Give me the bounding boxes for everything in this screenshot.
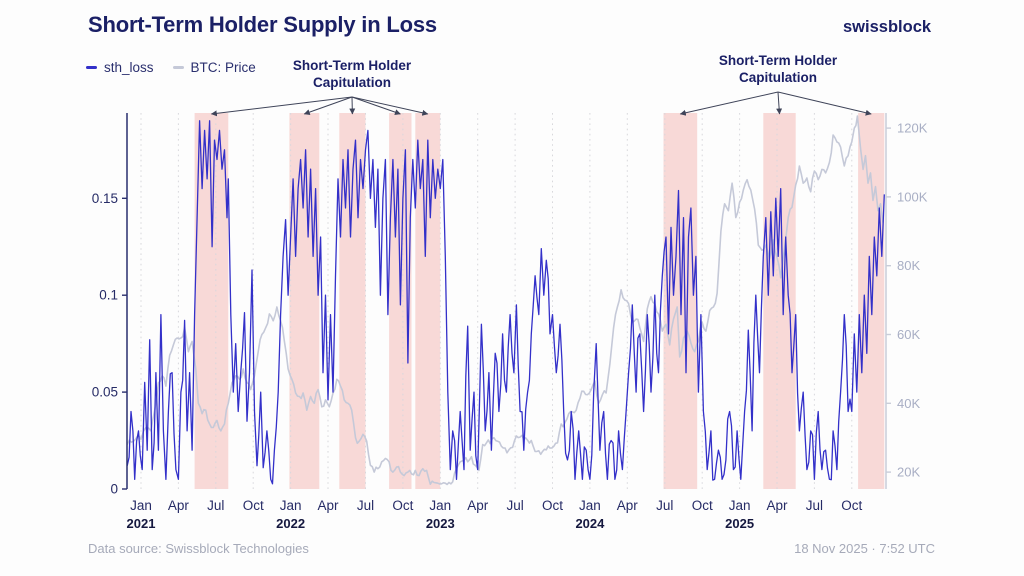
sth-loss-line (126, 120, 885, 485)
x-axis-month-label: Oct (392, 498, 413, 513)
legend-label: BTC: Price (190, 60, 256, 75)
right-axis-label: 80K (897, 258, 920, 273)
x-axis-year-label: 2023 (426, 516, 455, 531)
timestamp: 18 Nov 2025 · 7:52 UTC (794, 541, 935, 556)
x-axis-month-label: Apr (467, 498, 489, 513)
x-axis-year-label: 2022 (276, 516, 305, 531)
x-axis-month-label: Oct (243, 498, 264, 513)
annotation-line: Short-Term Holder (292, 58, 412, 73)
x-axis-month-label: Jul (506, 498, 523, 513)
x-axis-year-label: 2021 (127, 516, 156, 531)
x-axis-month-label: Jul (806, 498, 823, 513)
left-axis-label: 0.15 (92, 191, 118, 206)
annotation-line: Capitulation (313, 75, 391, 90)
x-axis-month-label: Jan (130, 498, 152, 513)
chart-legend: sth_loss BTC: Price (86, 60, 256, 75)
annotation-line: Capitulation (739, 70, 817, 85)
btc-price-line (126, 115, 884, 486)
left-axis-label: 0 (110, 482, 118, 497)
annotation-arrow (777, 91, 872, 116)
annotation-arrow (351, 96, 401, 116)
right-axis-label: 60K (897, 327, 920, 342)
annotation-arrow (351, 96, 429, 116)
x-axis-month-label: Jan (429, 498, 451, 513)
annotation-arrow (210, 96, 353, 117)
annotation-line: Short-Term Holder (718, 53, 838, 68)
annotation-arrow (303, 96, 353, 115)
x-axis-year-label: 2024 (575, 516, 605, 531)
annotation-arrow (776, 91, 783, 115)
data-source-note: Data source: Swissblock Technologies (88, 541, 309, 556)
legend-item-sth-loss: sth_loss (86, 60, 154, 75)
x-axis-month-label: Jul (207, 498, 224, 513)
right-axis-label: 120K (897, 121, 928, 136)
brand-logo: swissblock (843, 18, 932, 36)
capitulation-band (194, 113, 229, 489)
btc-price-swatch (172, 66, 184, 69)
capitulation-band (763, 113, 796, 489)
right-axis-label: 100K (897, 189, 928, 204)
x-axis-month-label: Jul (357, 498, 374, 513)
x-axis-month-label: Apr (168, 498, 190, 513)
left-axis-label: 0.1 (99, 288, 118, 303)
sth-loss-swatch (86, 66, 97, 69)
right-axis-label: 40K (897, 396, 920, 411)
x-axis-year-label: 2025 (725, 516, 754, 531)
right-axis-label: 20K (897, 465, 920, 480)
x-axis-month-label: Apr (766, 498, 788, 513)
x-axis-month-label: Oct (841, 498, 862, 513)
legend-item-btc-price: BTC: Price (172, 60, 256, 75)
x-axis-month-label: Jan (280, 498, 302, 513)
legend-label: sth_loss (104, 60, 154, 75)
x-axis-month-label: Apr (317, 498, 339, 513)
x-axis-month-label: Jan (579, 498, 601, 513)
capitulation-annotation-2: Short-Term Holder Capitulation (663, 52, 893, 86)
x-axis-month-label: Oct (542, 498, 563, 513)
page-title: Short-Term Holder Supply in Loss (88, 12, 437, 37)
x-axis-month-label: Jul (656, 498, 673, 513)
x-axis-month-label: Apr (617, 498, 639, 513)
left-axis-label: 0.05 (92, 385, 118, 400)
capitulation-annotation-1: Short-Term Holder Capitulation (237, 57, 467, 91)
x-axis-month-label: Oct (692, 498, 713, 513)
x-axis-month-label: Jan (729, 498, 751, 513)
annotation-arrow (679, 91, 779, 116)
